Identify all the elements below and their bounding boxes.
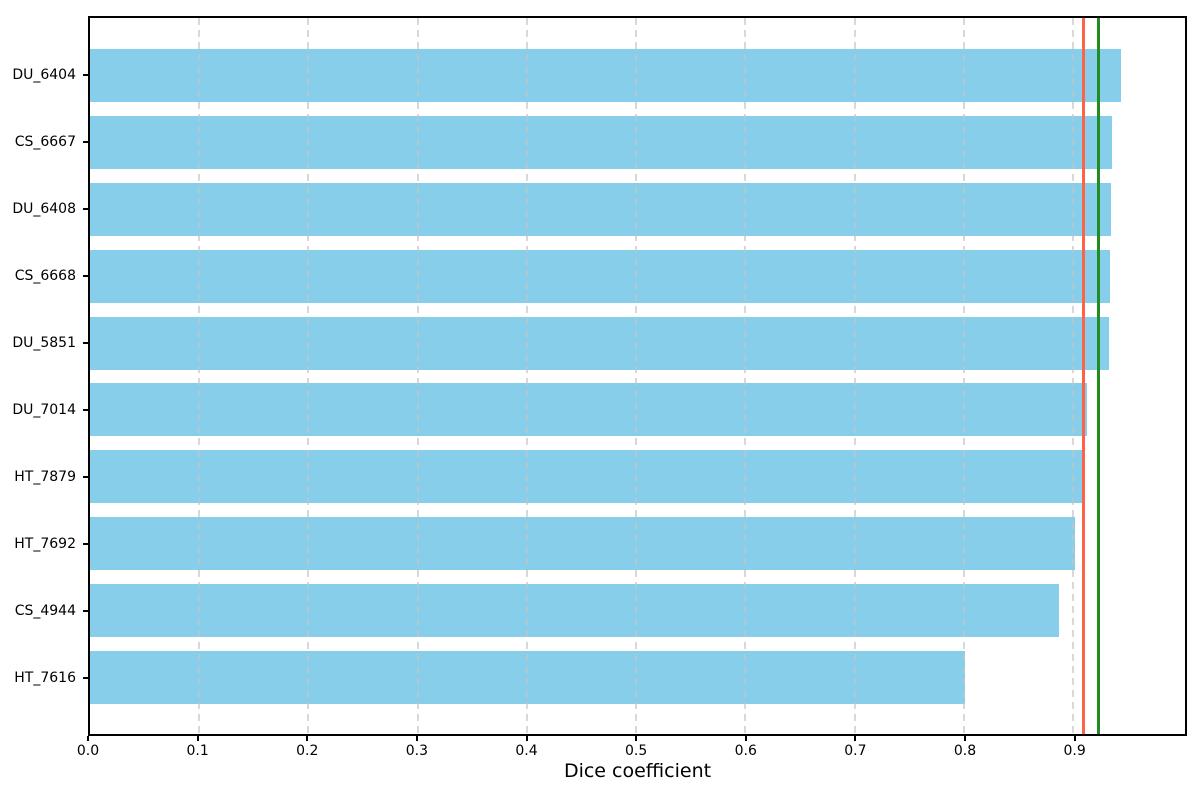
bar-row (90, 109, 1185, 176)
y-tick-mark (83, 208, 88, 211)
xtick-label: 0.2 (296, 743, 319, 759)
bar-row (90, 644, 1185, 711)
x-axis-label: Dice coefficient (563, 760, 712, 782)
xtick-label: 0.5 (624, 743, 648, 759)
gridline (525, 18, 528, 734)
bar-cs_6667 (90, 115, 1113, 169)
bar-cs_4944 (90, 584, 1059, 638)
y-tick-mark (83, 475, 88, 478)
gridline (853, 18, 856, 734)
bar-du_7014 (90, 383, 1088, 437)
xtick-label: 0.4 (515, 743, 538, 759)
bar-ht_7692 (90, 517, 1076, 571)
x-tick-mark (744, 736, 747, 741)
gridline (198, 18, 201, 734)
reference-line-red (1082, 18, 1086, 734)
x-tick-mark (1073, 736, 1076, 741)
y-tick-row: HT_7616 (0, 644, 88, 711)
ytick-label: HT_7692 (14, 535, 76, 552)
y-tick-mark (83, 141, 88, 144)
bar-du_6408 (90, 182, 1112, 236)
y-tick-mark (83, 542, 88, 545)
y-axis: DU_6404 CS_6667 DU_6408 CS_6668 DU_5851 DU_70… (0, 16, 88, 736)
xtick-label: 0.3 (405, 743, 429, 759)
gridline (307, 18, 310, 734)
ytick-label: DU_5851 (12, 335, 76, 352)
xtick-label: 0.8 (953, 743, 977, 759)
xtick-label: 0.7 (844, 743, 867, 759)
bar-row (90, 243, 1185, 310)
gridline (744, 18, 747, 734)
xtick-label: 0.6 (734, 743, 757, 759)
bar-row (90, 510, 1185, 577)
x-tick-mark (635, 736, 638, 741)
bar-row (90, 443, 1185, 510)
ytick-label: DU_6408 (12, 201, 76, 218)
bar-row (90, 310, 1185, 377)
bar-du_6404 (90, 48, 1122, 102)
reference-line-green (1096, 18, 1100, 734)
gridline (635, 18, 638, 734)
ytick-label: HT_7879 (14, 468, 76, 485)
y-tick-mark (83, 676, 88, 679)
ytick-label: CS_6667 (14, 134, 76, 151)
ytick-label: DU_7014 (12, 401, 76, 418)
bar-cs_6668 (90, 249, 1111, 303)
bar-row (90, 577, 1185, 644)
x-tick-mark (196, 736, 199, 741)
y-tick-mark (83, 342, 88, 345)
bar-ht_7879 (90, 450, 1082, 504)
y-tick-row: CS_6667 (0, 109, 88, 176)
plot-area (88, 16, 1187, 736)
ytick-label: HT_7616 (14, 669, 76, 686)
y-tick-row: DU_6408 (0, 176, 88, 243)
y-tick-mark (83, 275, 88, 278)
gridline (962, 18, 965, 734)
gridline (416, 18, 419, 734)
y-tick-row: DU_6404 (0, 42, 88, 109)
ytick-label: DU_6404 (12, 67, 76, 84)
x-tick-mark (87, 736, 89, 741)
bar-row (90, 176, 1185, 243)
y-tick-row: HT_7692 (0, 510, 88, 577)
y-tick-mark (83, 74, 88, 77)
x-tick-mark (415, 736, 418, 741)
x-axis: 0.0 0.1 0.2 0.3 0.4 0.5 0.6 0.7 0.8 0.9 (77, 736, 1187, 776)
y-tick-row: DU_5851 (0, 310, 88, 377)
gridline (1072, 18, 1075, 734)
y-tick-mark (83, 408, 88, 411)
bars-layer (90, 18, 1185, 734)
xtick-label: 0.9 (1063, 743, 1086, 759)
xtick-label: 0.1 (186, 743, 209, 759)
ytick-label: CS_4944 (14, 602, 76, 619)
bar-row (90, 42, 1185, 109)
x-tick-mark (854, 736, 857, 741)
x-tick-mark (525, 736, 528, 741)
x-tick-mark (306, 736, 309, 741)
y-tick-row: DU_7014 (0, 377, 88, 444)
y-tick-mark (83, 609, 88, 612)
y-tick-row: CS_6668 (0, 243, 88, 310)
y-tick-row: CS_4944 (0, 577, 88, 644)
bar-row (90, 377, 1185, 444)
ytick-label: CS_6668 (14, 268, 76, 285)
x-tick-mark (964, 736, 966, 741)
y-tick-row: HT_7879 (0, 443, 88, 510)
xtick-label: 0.0 (76, 743, 100, 759)
bar-du_5851 (90, 316, 1110, 370)
